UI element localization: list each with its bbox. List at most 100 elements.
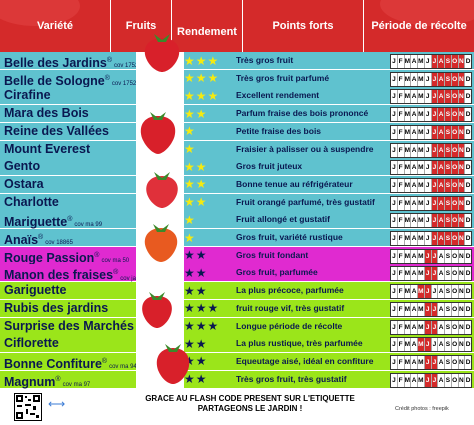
month-cell: J (391, 320, 398, 334)
month-cell: M (405, 125, 412, 139)
fruit-photo-cell (136, 211, 184, 229)
month-cell: A (438, 338, 445, 352)
month-cell: D (465, 164, 471, 172)
double-arrow-icon: ⟷ (48, 397, 66, 411)
photo-credit: Crédit photos : freepik (395, 406, 449, 412)
cov-code: cov ma 99 (74, 222, 103, 229)
month-cell: J (391, 108, 398, 122)
cov-code: cov ma 50 (101, 257, 130, 264)
month-cell: J (431, 214, 439, 228)
month-cell: S (445, 355, 452, 369)
month-cell: N (459, 373, 466, 387)
month-cell: M (405, 302, 412, 316)
month-cell: M (405, 90, 412, 104)
details-cell: Petite fraise des bois J F M A M J J A S O N D (228, 122, 474, 140)
month-cell: S (445, 55, 452, 68)
month-cell: M (418, 178, 425, 192)
variety-name: Gariguette (4, 282, 67, 299)
variety-name: Belle des Jardins®cov 17528 (4, 52, 142, 70)
yield-stars: ★★★ (184, 52, 228, 69)
month-cell: N (458, 161, 466, 175)
month-cell: D (465, 181, 471, 189)
month-cell: A (411, 108, 418, 122)
variety-cell: Anaïs®cov 18865 (0, 229, 136, 247)
month-cell: M (405, 355, 412, 369)
month-cell: J (431, 55, 439, 68)
variety-name: Ostara (4, 176, 44, 193)
month-cell: J (391, 90, 398, 104)
month-cell: M (405, 285, 412, 299)
header-fruits: Fruits (125, 20, 157, 32)
month-cell: N (458, 108, 466, 122)
month-cell: A (438, 90, 445, 104)
yield-stars: ★ (184, 122, 228, 140)
month-cell: A (411, 55, 418, 68)
month-cell: A (411, 178, 418, 192)
month-cell: A (438, 320, 445, 334)
table-row: Rubis des jardins ★★★ fruit rouge vif, trè… (0, 299, 474, 317)
variety-name: Rubis des jardins (4, 300, 108, 317)
variety-name-text: Rouge Passion (4, 250, 95, 265)
yield-stars: ★★ (184, 246, 228, 264)
strong-points-text: Très gros fruit (236, 55, 294, 65)
variety-cell: Rubis des jardins (0, 299, 136, 317)
strong-points-text: Fruit orangé parfumé, très gustatif (236, 196, 375, 207)
variety-cell: Mara des Bois (0, 105, 136, 123)
strong-points-text: Très gros fruit parfumé (236, 72, 330, 83)
variety-name-text: Surprise des Marchés (4, 318, 134, 333)
month-cell: M (405, 320, 412, 334)
registered-mark: ® (104, 74, 110, 82)
month-cell: M (405, 196, 412, 210)
month-cell: S (445, 143, 452, 157)
month-cell: J (431, 161, 439, 175)
month-cell: N (458, 143, 466, 157)
variety-name-text: Cirafine (4, 88, 51, 103)
month-cell: M (418, 214, 425, 228)
month-cell: F (398, 196, 405, 210)
variety-name: Reine des Vallées (4, 123, 109, 140)
table-row: Mariguette®cov ma 99 ★ Fruit allongé et gu… (0, 211, 474, 229)
month-cell: D (465, 252, 471, 260)
month-cell: A (411, 214, 418, 228)
variety-cell: Gariguette (0, 282, 136, 300)
month-cell: F (398, 214, 405, 228)
details-cell: Bonne tenue au réfrigérateur J F M A M J J A S O N D (228, 175, 474, 193)
month-cell: M (405, 161, 412, 175)
cov-code: cov 18865 (45, 240, 73, 247)
month-cell: J (431, 125, 439, 139)
footer-line-2: PARTAGEONS LE JARDIN ! (197, 404, 303, 413)
strong-points-text: Gros fruit fondant (236, 249, 309, 260)
fruit-photo-cell (136, 87, 184, 105)
variety-cell: Surprise des Marchés (0, 317, 136, 335)
month-cell: M (405, 373, 412, 387)
month-cell: J (391, 338, 398, 352)
month-cell: A (411, 196, 418, 210)
month-cell: A (411, 90, 418, 104)
variety-cell: Mount Everest (0, 140, 136, 158)
fruit-photo-cell (136, 69, 184, 87)
cov-code: cov 17528 (111, 80, 140, 87)
variety-name: Rouge Passion®cov ma 50 (4, 247, 130, 265)
month-cell: J (391, 196, 398, 210)
month-cell: J (431, 232, 439, 245)
month-cell: A (438, 302, 445, 316)
month-cell: A (411, 338, 418, 352)
month-cell: F (398, 320, 405, 334)
registered-mark: ® (38, 234, 44, 241)
variety-cell: Ciflorette (0, 335, 136, 353)
yield-stars: ★ (184, 140, 228, 158)
variety-name-text: Mount Everest (4, 141, 91, 156)
month-cell: J (425, 72, 432, 86)
table-row: Rouge Passion®cov ma 50 ★★ Gros fruit fond… (0, 246, 474, 265)
month-cell: S (445, 90, 452, 104)
month-cell: J (431, 196, 439, 210)
month-cell: J (391, 302, 398, 316)
month-cell: M (418, 267, 425, 281)
